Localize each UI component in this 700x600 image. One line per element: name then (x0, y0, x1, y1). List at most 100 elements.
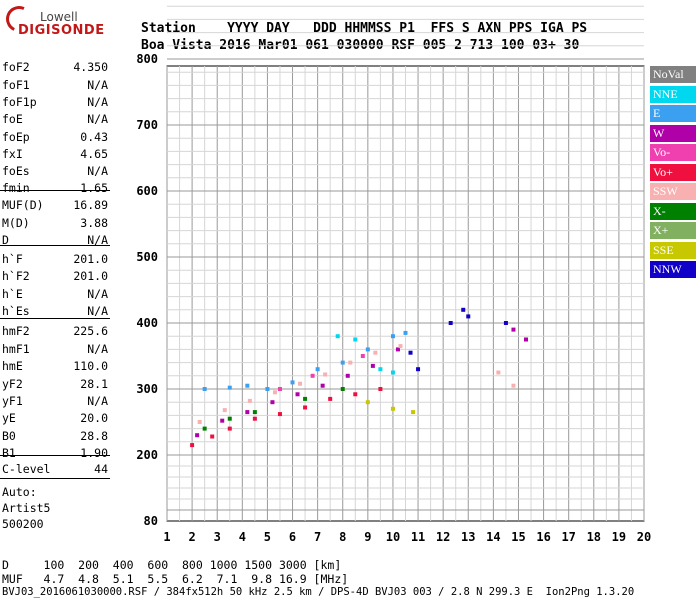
data-point-e (403, 330, 408, 335)
data-point-vo- (303, 405, 308, 410)
data-point-ssw (323, 372, 328, 377)
data-point-vo- (190, 443, 195, 448)
param-row-yf1: yF1 N/A (2, 394, 108, 411)
data-point-w (220, 418, 225, 423)
legend-item-x-: X- (650, 202, 696, 220)
param-row-fof1: foF1 N/A (2, 78, 108, 95)
param-name: C-level (2, 462, 51, 476)
data-point-nnw (448, 321, 453, 325)
y-tick-label: 200 (136, 448, 158, 462)
data-point-e (265, 387, 270, 391)
y-tick-label: 600 (136, 184, 158, 198)
param-value: 0.43 (80, 130, 108, 144)
param-name: hmF2 (2, 324, 30, 338)
data-point-ssw (247, 398, 252, 403)
x-tick-label: 18 (587, 530, 601, 544)
param-value: N/A (87, 233, 108, 247)
x-tick-label: 4 (239, 530, 246, 544)
legend-item-vo-: Vo- (650, 144, 696, 161)
auto-label: Auto: (2, 485, 37, 499)
y-tick-label: 500 (136, 250, 158, 264)
data-point-w (395, 347, 400, 352)
param-name: foEp (2, 130, 30, 144)
data-point-nne (335, 334, 340, 339)
param-value: N/A (87, 164, 108, 178)
data-point-vo- (310, 373, 315, 378)
data-point-w (245, 410, 250, 415)
param-separator (0, 245, 110, 246)
param-value: 20.0 (80, 411, 108, 425)
x-tick-label: 10 (386, 530, 400, 544)
data-point-w (524, 337, 529, 342)
data-point-w (320, 383, 325, 388)
x-tick-label: 6 (289, 530, 296, 544)
param-value: N/A (87, 112, 108, 126)
param-row-fmin: fmin 1.65 (2, 181, 108, 198)
legend-item-ssw: SSW (650, 183, 696, 200)
param-name: fmin (2, 181, 30, 195)
param-row-hmf1: hmF1 N/A (2, 342, 108, 359)
param-name: fxI (2, 147, 23, 161)
data-point-x- (227, 416, 232, 421)
x-tick-label: 11 (411, 530, 425, 544)
x-tick-label: 17 (561, 530, 575, 544)
data-point-vo- (378, 387, 383, 391)
d-row: D 100 200 400 600 800 1000 1500 3000 [km… (2, 558, 342, 572)
param-value: 28.8 (80, 429, 108, 443)
param-value: 1.90 (80, 446, 108, 460)
data-point-ssw (511, 383, 516, 388)
legend-item-e: E (650, 105, 696, 122)
param-separator (0, 318, 110, 319)
legend-item-noval: NoVal (650, 66, 696, 83)
param-row-b0: B0 28.8 (2, 429, 108, 446)
param-name: h`E (2, 287, 23, 301)
x-tick-label: 1 (163, 530, 170, 544)
legend-item-w: W (650, 124, 696, 142)
legend-item-nne: NNE (650, 85, 696, 103)
data-point-w (370, 363, 375, 368)
x-tick-label: 7 (314, 530, 321, 544)
y-tick-label: 800 (136, 52, 158, 66)
param-value: 44 (94, 462, 108, 476)
x-tick-label: 9 (364, 530, 371, 544)
data-point-w (195, 433, 200, 438)
data-point-w (345, 373, 350, 378)
data-point-nne (378, 367, 383, 372)
data-point-vo- (353, 392, 358, 397)
data-point-e (390, 334, 395, 339)
x-tick-label: 8 (339, 530, 346, 544)
param-value: N/A (87, 394, 108, 408)
data-point-nne (353, 337, 358, 342)
x-tick-label: 13 (461, 530, 475, 544)
param-row-fof1p: foF1p N/A (2, 95, 108, 112)
y-tick-label: 400 (136, 316, 158, 330)
param-value: 16.89 (73, 198, 108, 212)
data-point-ssw (373, 350, 378, 355)
param-separator (0, 455, 110, 456)
param-name: h`Es (2, 304, 30, 318)
legend-item-x-: X+ (650, 222, 696, 239)
data-point-w (295, 392, 300, 397)
data-point-vo- (277, 412, 282, 417)
param-value: 110.0 (73, 359, 108, 373)
param-name: B1 (2, 446, 16, 460)
x-tick-label: 2 (188, 530, 195, 544)
param-separator (0, 478, 110, 479)
param-name: hmE (2, 359, 23, 373)
param-row-ye: yE 20.0 (2, 411, 108, 428)
data-point-w (270, 400, 275, 405)
param-row-c-level: C-level 44 (2, 462, 108, 479)
y-tick-label: 700 (136, 118, 158, 132)
data-point-sse (365, 400, 370, 405)
data-point-x- (340, 387, 345, 391)
param-name: foEs (2, 164, 30, 178)
param-name: B0 (2, 429, 16, 443)
param-value: 3.88 (80, 216, 108, 230)
data-point-nnw (461, 307, 466, 312)
param-name: foF1p (2, 95, 37, 109)
param-row-h-e: h`E N/A (2, 287, 108, 304)
data-point-vo- (360, 354, 365, 358)
x-tick-label: 20 (637, 530, 651, 544)
legend-item-sse: SSE (650, 241, 696, 259)
